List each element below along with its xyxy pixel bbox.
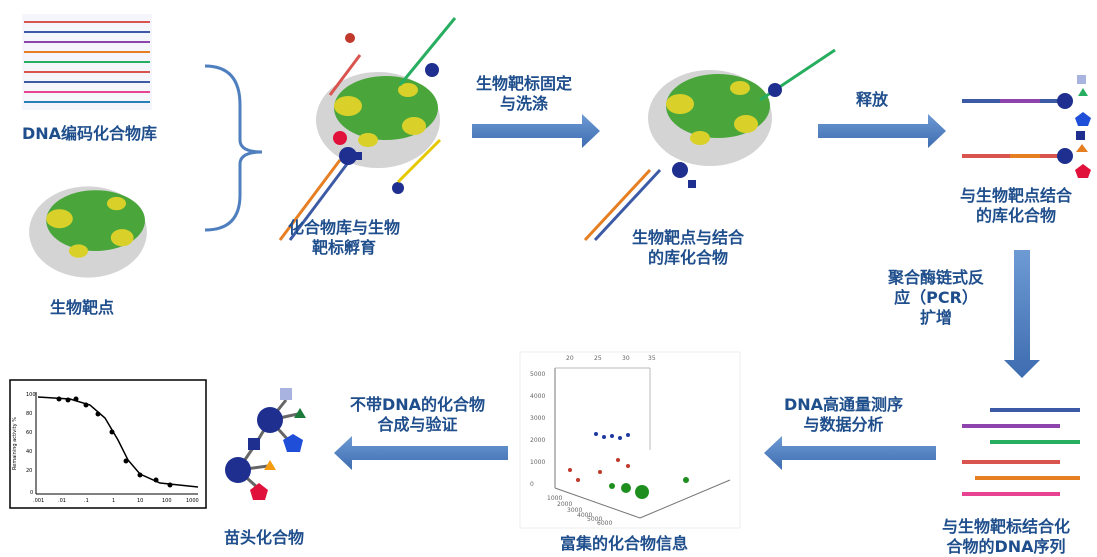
bound-label-line2: 的库化合物 bbox=[648, 248, 729, 267]
incubate-label-line1: 化合物库与生物 bbox=[288, 218, 401, 237]
pcr-label-line3: 扩增 bbox=[920, 308, 953, 327]
fix-wash-label-line1: 生物靶标固定 bbox=[476, 74, 573, 93]
library-label: DNA编码化合物库 bbox=[22, 124, 158, 143]
synthesis-label: 不带DNA的化合物 合成与验证 bbox=[350, 395, 485, 435]
released-label-line1: 与生物靶点结合 bbox=[960, 186, 1073, 205]
scatter-bottom-tick: 5000 bbox=[587, 516, 602, 523]
dose-ytick: 0 bbox=[30, 490, 33, 496]
dose-xtick: .1 bbox=[84, 498, 89, 504]
target-label: 生物靶点 bbox=[50, 298, 115, 317]
dose-ytick: 80 bbox=[26, 411, 32, 417]
dose-ytick: 40 bbox=[26, 449, 32, 455]
scatter-bottom-tick: 6000 bbox=[597, 520, 612, 527]
scatter-bottom-tick: 1000 bbox=[547, 495, 562, 502]
sequences-label: 与生物靶标结合化 合物的DNA序列 bbox=[942, 517, 1070, 557]
arrow-ngs bbox=[764, 436, 936, 470]
dose-ytick: 60 bbox=[26, 430, 32, 436]
dose-xtick: 1000 bbox=[186, 498, 199, 504]
release-label: 释放 bbox=[856, 90, 889, 109]
sequences-label-line2: 合物的DNA序列 bbox=[946, 537, 1066, 556]
scatter-top-tick: 25 bbox=[594, 355, 602, 362]
scatter-left-tick: 3000 bbox=[530, 415, 545, 422]
dose-ytick: 20 bbox=[26, 468, 32, 474]
dna-sequences-image bbox=[962, 408, 1080, 496]
bound-label: 生物靶点与结合 的库化合物 bbox=[632, 228, 744, 268]
bound-complex-image bbox=[583, 48, 836, 242]
ngs-label-line2: 与数据分析 bbox=[803, 415, 884, 434]
arrow-fix-wash bbox=[472, 114, 600, 148]
arrows bbox=[334, 114, 1040, 470]
dose-response-plot: Remaining activity % 100 80 60 40 20 0 .… bbox=[9, 379, 207, 509]
hit-label: 苗头化合物 bbox=[224, 528, 305, 547]
dose-ytick: 100 bbox=[26, 392, 36, 398]
hit-compound-structure bbox=[225, 388, 306, 500]
target-protein-image bbox=[29, 186, 147, 278]
pcr-label-line2: 应（PCR） bbox=[894, 288, 978, 307]
scatter-top-tick: 30 bbox=[622, 355, 630, 362]
sequences-label-line1: 与生物靶标结合化 bbox=[942, 517, 1071, 536]
scatter-left-tick: 0 bbox=[530, 481, 534, 488]
arrow-release bbox=[818, 114, 946, 148]
synthesis-label-line2: 合成与验证 bbox=[377, 415, 458, 434]
scatter-left-tick: 2000 bbox=[530, 437, 545, 444]
dose-xtick: .01 bbox=[58, 498, 66, 504]
fix-wash-label-line2: 与洗涤 bbox=[500, 94, 549, 113]
dna-library-image bbox=[22, 14, 152, 110]
arrow-synth bbox=[334, 436, 508, 470]
pcr-label-line1: 聚合酶链式反 bbox=[888, 268, 985, 287]
dose-xtick: .001 bbox=[33, 498, 44, 504]
dose-xtick: 10 bbox=[137, 498, 143, 504]
fix-wash-label: 生物靶标固定 与洗涤 bbox=[476, 74, 572, 114]
enriched-label: 富集的化合物信息 bbox=[560, 534, 689, 553]
scatter-top-tick: 20 bbox=[566, 355, 574, 362]
incubate-label: 化合物库与生物 靶标孵育 bbox=[288, 218, 400, 258]
dose-ylabel: Remaining activity % bbox=[12, 417, 18, 470]
scatter-top-tick: 35 bbox=[648, 355, 656, 362]
pcr-label: 聚合酶链式反 应（PCR） 扩增 bbox=[888, 268, 984, 328]
released-label: 与生物靶点结合 的库化合物 bbox=[960, 186, 1072, 226]
bracket bbox=[204, 64, 263, 232]
released-label-line2: 的库化合物 bbox=[976, 206, 1057, 225]
scatter-bottom-tick: 2000 bbox=[557, 501, 572, 508]
scatter-bottom-tick: 3000 bbox=[567, 507, 582, 514]
incubation-image bbox=[278, 17, 457, 241]
dose-xtick: 100 bbox=[162, 498, 172, 504]
synthesis-label-line1: 不带DNA的化合物 bbox=[350, 395, 486, 414]
scatter-bottom-tick: 4000 bbox=[577, 512, 592, 519]
bound-label-line1: 生物靶点与结合 bbox=[632, 228, 745, 247]
ngs-label-line1: DNA高通量测序 bbox=[784, 395, 904, 414]
incubate-label-line2: 靶标孵育 bbox=[312, 238, 377, 257]
released-compounds-image bbox=[962, 75, 1091, 178]
dose-xtick: 1 bbox=[112, 498, 115, 504]
scatter3d-plot: 20 25 30 35 5000 4000 3000 2000 1000 0 1… bbox=[519, 351, 741, 529]
arrow-pcr bbox=[1004, 250, 1040, 378]
scatter-left-tick: 4000 bbox=[530, 393, 545, 400]
ngs-label: DNA高通量测序 与数据分析 bbox=[784, 395, 903, 435]
scatter-left-tick: 5000 bbox=[530, 371, 545, 378]
scatter-left-tick: 1000 bbox=[530, 459, 545, 466]
